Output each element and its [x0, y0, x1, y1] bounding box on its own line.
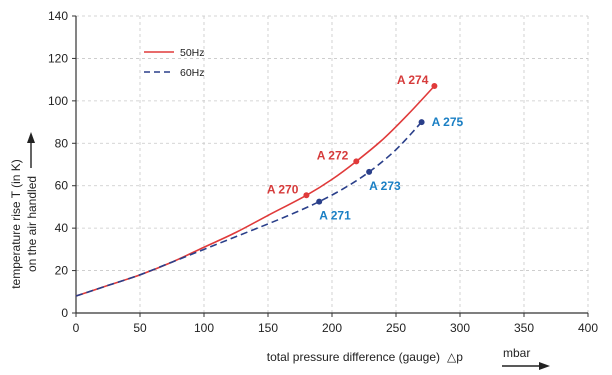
data-point-label: A 270: [267, 182, 299, 196]
x-tick-label: 300: [450, 321, 470, 335]
x-tick-label: 200: [322, 321, 342, 335]
legend: 50Hz 60Hz: [144, 47, 205, 79]
data-point-label: A 271: [319, 209, 351, 223]
data-point-marker: [431, 83, 438, 90]
y-tick-label: 40: [55, 221, 69, 235]
y-tick-label: 0: [61, 306, 68, 320]
x-tick-label: 100: [194, 321, 214, 335]
data-point-marker: [303, 192, 310, 199]
x-tick-label: 400: [578, 321, 598, 335]
x-tick-label: 50: [133, 321, 147, 335]
x-tick-label: 0: [73, 321, 80, 335]
data-point-marker: [418, 119, 425, 126]
y-tick-label: 20: [55, 264, 69, 278]
series-line-60hz: [75, 121, 423, 297]
data-point-marker: [353, 158, 360, 165]
points-layer: A 270 A 272 A 274 A 271 A 273 A 275: [267, 73, 464, 223]
y-tick-label: 100: [48, 94, 68, 108]
axes-layer: 0 20 40 60 80 100 120 140 0 50 100 150 200 250 300 350 4…: [48, 9, 598, 335]
x-axis-title-text: total pressure difference (gauge): [267, 350, 440, 364]
data-point-label: A 274: [397, 73, 429, 87]
y-axis-title: temperature rise T (in K) on the air han…: [9, 132, 39, 289]
legend-label-60hz: 60Hz: [180, 67, 205, 79]
data-point-label: A 272: [317, 148, 349, 162]
y-tick-label: 120: [48, 51, 68, 65]
y-axis-arrowhead: [27, 132, 35, 143]
x-axis-title-symbol: △p: [447, 350, 463, 364]
x-axis-title: total pressure difference (gauge) △p mba…: [267, 346, 550, 370]
grid-layer: [76, 15, 589, 313]
y-tick-label: 60: [55, 179, 69, 193]
y-axis-title-line1: temperature rise T (in K): [9, 159, 23, 289]
x-axis-unit: mbar: [503, 346, 530, 360]
x-axis-arrowhead: [539, 362, 550, 370]
y-tick-label: 80: [55, 136, 69, 150]
x-tick-label: 150: [258, 321, 278, 335]
legend-label-50hz: 50Hz: [180, 47, 205, 59]
y-tick-label: 140: [48, 9, 68, 23]
y-axis-title-line2: on the air handled: [25, 176, 39, 272]
data-point-label: A 275: [432, 115, 464, 129]
x-tick-label: 250: [386, 321, 406, 335]
x-tick-label: 350: [514, 321, 534, 335]
data-point-label: A 273: [369, 179, 401, 193]
data-point-marker: [366, 168, 373, 175]
data-point-marker: [316, 198, 323, 205]
